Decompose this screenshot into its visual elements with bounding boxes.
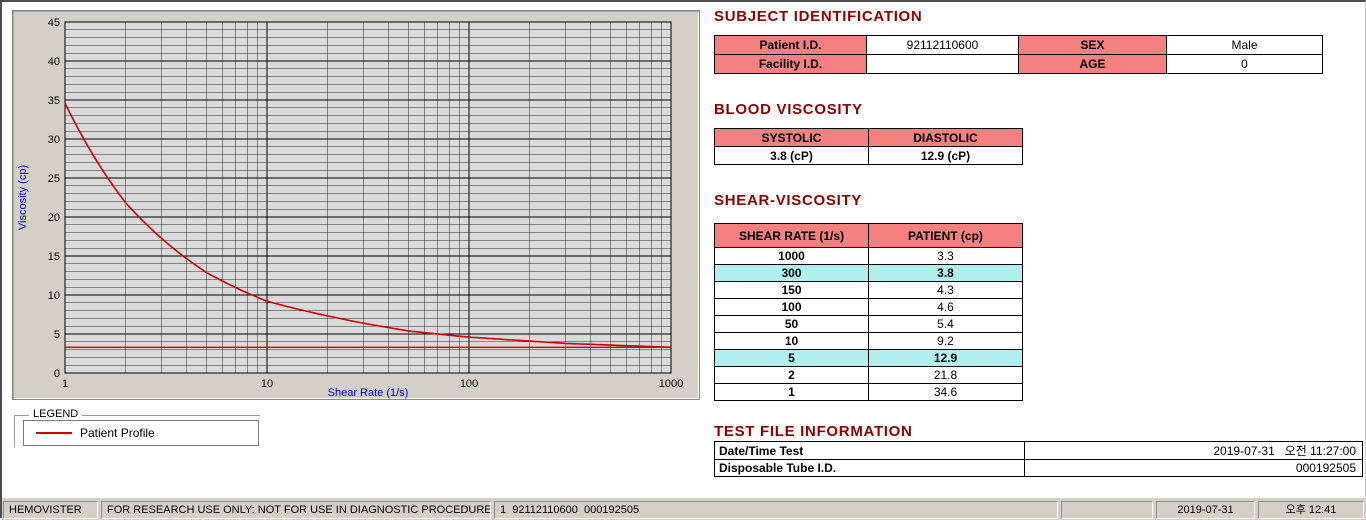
table-row: 50 5.4 [714, 315, 1023, 333]
svg-text:Viscosity (cp): Viscosity (cp) [17, 165, 29, 230]
svg-text:20: 20 [48, 212, 60, 224]
table-row: Patient I.D. 92112110600 SEX Male [714, 35, 1323, 55]
shear-viscosity-table: SHEAR RATE (1/s) PATIENT (cp) 1000 3.3 300… [714, 223, 1023, 401]
patient-viscosity-cell: 3.8 [868, 264, 1023, 282]
patient-id-label: Patient I.D. [714, 35, 867, 55]
table-row: 10 9.2 [714, 332, 1023, 350]
shear-rate-header: SHEAR RATE (1/s) [714, 223, 869, 248]
blood-viscosity-table: SYSTOLIC DIASTOLIC 3.8 (cP) 12.9 (cP) [714, 128, 1023, 165]
age-value: 0 [1166, 54, 1323, 74]
test-file-information-table: Date/Time Test 2019-07-31 오전 11:27:00 Di… [714, 441, 1363, 477]
shear-viscosity-title: SHEAR-VISCOSITY [714, 192, 863, 209]
table-row: 2 21.8 [714, 366, 1023, 384]
status-empty-panel [1061, 501, 1153, 519]
table-header-row: SHEAR RATE (1/s) PATIENT (cp) [714, 223, 1023, 248]
patient-viscosity-cell: 4.6 [868, 298, 1023, 316]
test-file-information-title: TEST FILE INFORMATION [714, 423, 913, 440]
patient-viscosity-cell: 21.8 [868, 366, 1023, 384]
patient-id-value: 92112110600 [866, 35, 1019, 55]
table-row: 100 4.6 [714, 298, 1023, 316]
age-label: AGE [1018, 54, 1167, 74]
table-row: 1000 3.3 [714, 247, 1023, 265]
viscosity-chart-panel: 0 5 10 15 20 25 30 35 40 45 1 10 100 1000 Shear Rate (… [12, 10, 700, 400]
svg-text:45: 45 [48, 17, 60, 29]
shear-viscosity-tbody: 1000 3.3 300 3.8 150 4.3 100 4.6 50 5.4 10 9.2 5 12.9… [714, 247, 1023, 401]
shear-viscosity-chart: 0 5 10 15 20 25 30 35 40 45 1 10 100 1000 Shear Rate (… [17, 17, 683, 399]
status-time: 오후 12:41 [1258, 501, 1364, 519]
svg-text:1: 1 [62, 378, 68, 390]
subject-identification-title: SUBJECT IDENTIFICATION [714, 8, 923, 25]
patient-viscosity-cell: 34.6 [868, 383, 1023, 401]
legend-group: LEGEND Patient Profile [14, 408, 260, 447]
date-time-test-value: 2019-07-31 오전 11:27:00 [1024, 441, 1363, 460]
shear-rate-cell: 1000 [714, 247, 869, 265]
shear-rate-cell: 1 [714, 383, 869, 401]
facility-id-value [866, 54, 1019, 74]
shear-rate-cell: 150 [714, 281, 869, 299]
sex-label: SEX [1018, 35, 1167, 55]
svg-text:0: 0 [54, 368, 60, 380]
patient-viscosity-cell: 3.3 [868, 247, 1023, 265]
svg-text:30: 30 [48, 134, 60, 146]
patient-viscosity-cell: 9.2 [868, 332, 1023, 350]
svg-text:15: 15 [48, 251, 60, 263]
disposable-tube-id-value: 000192505 [1024, 459, 1363, 477]
blood-viscosity-title: BLOOD VISCOSITY [714, 101, 863, 118]
svg-text:35: 35 [48, 95, 60, 107]
table-row: Disposable Tube I.D. 000192505 [714, 459, 1363, 477]
sex-value: Male [1166, 35, 1323, 55]
svg-text:100: 100 [460, 378, 478, 390]
systolic-value: 3.8 (cP) [714, 146, 869, 165]
systolic-header: SYSTOLIC [714, 128, 869, 147]
status-date: 2019-07-31 [1156, 501, 1255, 519]
patient-cp-header: PATIENT (cp) [868, 223, 1023, 248]
svg-text:40: 40 [48, 56, 60, 68]
svg-text:1000: 1000 [659, 378, 683, 390]
svg-text:10: 10 [48, 290, 60, 302]
status-app-name: HEMOVISTER [3, 501, 98, 519]
legend-item-label: Patient Profile [80, 426, 155, 440]
table-row: SYSTOLIC DIASTOLIC [714, 128, 1023, 147]
table-row: 1 34.6 [714, 383, 1023, 401]
status-research-notice: FOR RESEARCH USE ONLY: NOT FOR USE IN DI… [101, 501, 491, 519]
date-time-test-label: Date/Time Test [714, 441, 1025, 460]
svg-text:5: 5 [54, 329, 60, 341]
shear-rate-cell: 10 [714, 332, 869, 350]
diastolic-value: 12.9 (cP) [868, 146, 1023, 165]
table-row: Date/Time Test 2019-07-31 오전 11:27:00 [714, 441, 1363, 460]
shear-rate-cell: 50 [714, 315, 869, 333]
shear-rate-cell: 2 [714, 366, 869, 384]
patient-viscosity-cell: 4.3 [868, 281, 1023, 299]
disposable-tube-id-label: Disposable Tube I.D. [714, 459, 1025, 477]
shear-rate-cell: 5 [714, 349, 869, 367]
svg-text:Shear Rate (1/s): Shear Rate (1/s) [328, 387, 409, 399]
patient-profile-line-sample [36, 432, 72, 434]
svg-text:25: 25 [48, 173, 60, 185]
table-row: 300 3.8 [714, 264, 1023, 282]
table-row: Facility I.D. AGE 0 [714, 54, 1323, 74]
info-panel: SUBJECT IDENTIFICATION Patient I.D. 9211… [714, 2, 1363, 496]
shear-rate-cell: 300 [714, 264, 869, 282]
legend-box: Patient Profile [23, 420, 259, 446]
diastolic-header: DIASTOLIC [868, 128, 1023, 147]
shear-rate-cell: 100 [714, 298, 869, 316]
table-row: 3.8 (cP) 12.9 (cP) [714, 146, 1023, 165]
svg-text:10: 10 [261, 378, 273, 390]
table-row: 150 4.3 [714, 281, 1023, 299]
patient-viscosity-cell: 5.4 [868, 315, 1023, 333]
patient-viscosity-cell: 12.9 [868, 349, 1023, 367]
subject-identification-table: Patient I.D. 92112110600 SEX Male Facili… [714, 35, 1323, 74]
facility-id-label: Facility I.D. [714, 54, 867, 74]
status-file-info: 1 92112110600 000192505 [494, 501, 1058, 519]
table-row: 5 12.9 [714, 349, 1023, 367]
legend-title: LEGEND [29, 408, 83, 420]
status-bar: HEMOVISTER FOR RESEARCH USE ONLY: NOT FO… [2, 497, 1366, 520]
